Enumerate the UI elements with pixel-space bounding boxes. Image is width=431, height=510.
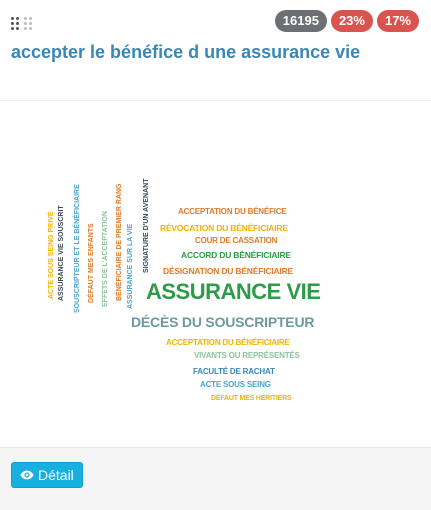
grip-dots-icon[interactable] <box>11 17 35 33</box>
cloud-word: DÉCÈS DU SOUSCRIPTEUR <box>131 314 315 330</box>
cloud-word: VIVANTS OU REPRÉSENTÉS <box>194 351 300 360</box>
cloud-word: SOUSCRIPTEUR ET LE BÉNÉFICIAIRE <box>74 184 81 313</box>
word-cloud-image: ACTE SOUS SEING PRIVÉ ASSURANCE VIE SOUS… <box>0 101 431 447</box>
badge-group: 16195 23% 17% <box>274 10 419 32</box>
cloud-word: RÉVOCATION DU BÉNÉFICIAIRE <box>160 223 288 233</box>
detail-button[interactable]: Détail <box>11 462 83 488</box>
cloud-word: BÉNÉFICIAIRE DE PREMIER RANG <box>116 183 123 301</box>
cloud-word: ASSURANCE SUR LA VIE <box>127 223 134 309</box>
cloud-word: EFFETS DE L'ACCEPTATION <box>102 211 109 307</box>
cloud-word: ACCEPTATION DU BÉNÉFICIAIRE <box>166 338 290 347</box>
cloud-word: COUR DE CASSATION <box>195 236 278 245</box>
cloud-word: ACCEPTATION DU BÉNÉFICE <box>178 207 287 216</box>
percent-badge-2: 17% <box>376 10 419 32</box>
cloud-word: ASSURANCE VIE <box>146 279 321 304</box>
card-footer: Détail <box>0 447 431 510</box>
cloud-word: SIGNATURE D'UN AVENANT <box>143 178 150 273</box>
cloud-word: ACCORD DU BÉNÉFICIAIRE <box>181 250 291 260</box>
cloud-word: DÉFAUT MES HÉRITIERS <box>211 395 292 402</box>
cloud-word: ACTE SOUS SEING PRIVÉ <box>48 211 55 299</box>
cloud-word: ACTE SOUS SEING <box>200 380 271 389</box>
cloud-word: FACULTÉ DE RACHAT <box>193 367 275 376</box>
cloud-word: DÉFAUT MES ENFANTS <box>88 223 95 303</box>
count-badge: 16195 <box>274 10 327 32</box>
card-image: ACTE SOUS SEING PRIVÉ ASSURANCE VIE SOUS… <box>0 101 431 447</box>
detail-button-label: Détail <box>38 467 74 483</box>
card-title[interactable]: accepter le bénéfice d une assurance vie <box>11 42 361 62</box>
cloud-word: DÉSIGNATION DU BÉNÉFICIAIRE <box>163 266 293 276</box>
percent-badge-1: 23% <box>330 10 373 32</box>
cloud-word: ASSURANCE VIE SOUSCRIT <box>58 205 65 301</box>
card-header: 16195 23% 17% accepter le bénéfice d une… <box>0 0 431 101</box>
eye-icon <box>20 470 34 480</box>
